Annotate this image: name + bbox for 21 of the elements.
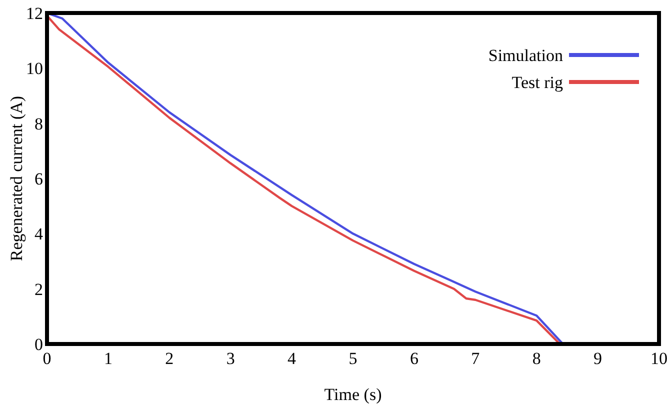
x-axis-title: Time (s) [324,385,382,404]
y-tick-label: 10 [26,59,43,78]
y-tick-label: 4 [34,224,44,244]
x-tick-label: 6 [410,349,418,368]
y-tick-label: 6 [34,170,43,188]
legend-label: Simulation [488,46,564,65]
y-tick-label: 8 [34,114,43,134]
y-tick-label: 2 [34,280,43,299]
x-tick-label: 5 [348,349,358,368]
x-tick-label: 3 [226,349,235,368]
y-tick-label: 0 [34,335,43,354]
y-axis-title: Regenerated current (A) [7,96,26,262]
x-tick-label: 9 [594,349,602,368]
y-tick-label: 12 [26,4,43,23]
x-tick-label: 10 [650,349,667,368]
legend-label: Test rig [512,73,564,92]
x-tick-label: 2 [165,349,174,368]
x-tick-label: 1 [104,349,112,368]
x-tick-label: 4 [288,349,297,368]
x-tick-label: 8 [532,349,541,368]
x-tick-label: 7 [471,349,480,368]
